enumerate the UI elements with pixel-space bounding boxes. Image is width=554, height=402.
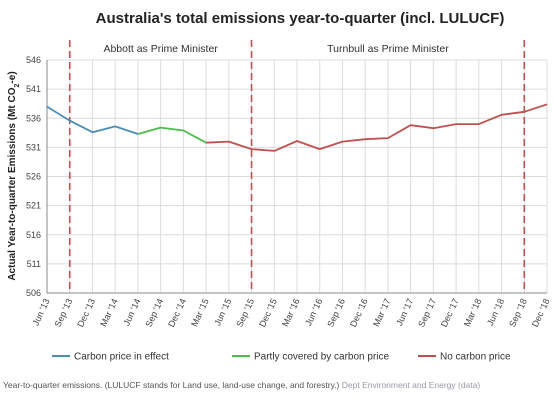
y-tick-label: 531 [26,142,41,152]
caption-credit: Dept Environment and Energy (data) [341,380,481,390]
legend: Carbon price in effect Partly covered by … [52,352,511,363]
series-lines [46,103,548,152]
x-tick-label: Dec '17 [439,297,461,329]
legend-label: Carbon price in effect [74,352,169,363]
x-tick-label: Mar '17 [371,297,393,328]
x-tick-label: Jun '14 [121,297,142,327]
emissions-chart: Australia's total emissions year-to-quar… [7,10,552,363]
x-tick-label: Jun '18 [485,297,506,327]
x-tick-label: Mar '15 [189,297,211,328]
y-tick-label: 546 [26,55,41,65]
legend-label: Partly covered by carbon price [254,352,390,363]
caption-text: Year-to-quarter emissions. (LULUCF stand… [3,380,340,390]
y-tick-label: 511 [27,259,41,269]
period-labels: Abbott as Prime Minister Turnbull as Prim… [103,43,449,55]
chart-title: Australia's total emissions year-to-quar… [96,10,505,27]
x-tick-label: Jun '16 [303,297,324,327]
x-tick-label: Sep '15 [234,297,256,329]
x-tick-label: Dec '16 [348,297,370,329]
y-tick-label: 541 [26,84,41,94]
y-tick-label: 536 [26,113,41,123]
period-label: Abbott as Prime Minister [103,43,218,55]
series-line [206,103,548,152]
period-label: Turnbull as Prime Minister [327,43,449,55]
x-tick-label: Dec '18 [530,297,552,329]
x-tick-label: Jun '15 [212,297,233,327]
series-line [137,126,207,144]
x-tick-label: Mar '14 [98,297,120,328]
x-tick-label: Sep '18 [507,297,529,329]
x-tick-label: Dec '14 [166,297,188,329]
y-tick-label: 506 [26,288,41,298]
x-tick-label: Jun '13 [30,297,51,327]
series-line [46,105,139,135]
x-tick-label: Jun '17 [394,297,415,327]
y-axis-label: Actual Year-to-quarter Emissions (Mt CO2… [7,71,21,280]
y-tick-labels: 506 511 516 521 526 531 536 541 546 [26,55,41,298]
figure-caption: Year-to-quarter emissions. (LULUCF stand… [3,380,553,390]
x-tick-label: Mar '16 [280,297,302,328]
legend-label: No carbon price [440,352,511,363]
x-tick-labels: Jun '13 Sep '13 Dec '13 Mar '14 Jun '14 Sep '… [30,297,551,329]
y-tick-label: 521 [26,201,41,211]
x-tick-label: Sep '17 [416,297,438,329]
period-dividers [68,40,526,293]
y-tick-label: 516 [26,230,41,240]
x-tick-label: Sep '14 [143,297,165,329]
x-tick-label: Dec '13 [75,297,97,329]
y-tick-label: 526 [26,172,41,182]
axes [46,60,547,294]
x-tick-label: Dec '15 [257,297,279,329]
grid [46,59,548,294]
x-tick-label: Mar '18 [462,297,484,328]
x-tick-label: Sep '13 [53,297,75,329]
x-tick-label: Sep '16 [325,297,347,329]
